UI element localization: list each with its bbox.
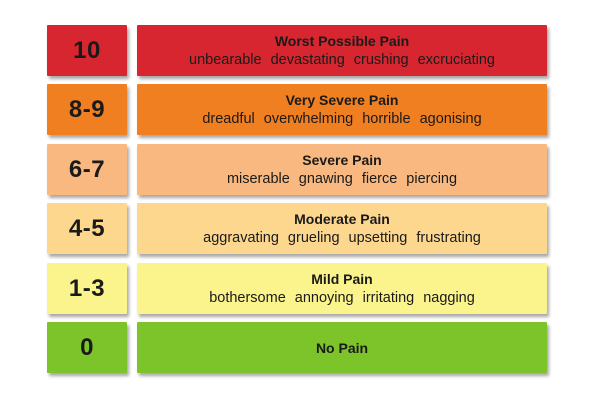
descriptor: crushing: [353, 51, 409, 68]
score-label: 8-9: [68, 95, 106, 123]
description-cell: Mild Pain bothersome annoying irritating…: [137, 263, 547, 314]
descriptor: piercing: [406, 170, 458, 187]
descriptor-list: unbearable devastating crushing excrucia…: [189, 50, 495, 70]
description-cell: Worst Possible Pain unbearable devastati…: [137, 25, 547, 76]
pain-level-row: 10 Worst Possible Pain unbearable devast…: [0, 25, 600, 76]
description-cell: Moderate Pain aggravating grueling upset…: [137, 203, 547, 254]
level-title: Very Severe Pain: [285, 91, 399, 108]
descriptor-list: miserable gnawing fierce piercing: [227, 169, 457, 189]
descriptor: overwhelming: [263, 110, 354, 127]
level-title: Worst Possible Pain: [274, 32, 410, 49]
level-title: Severe Pain: [302, 151, 382, 168]
descriptor: nagging: [423, 289, 475, 306]
descriptor: horrible: [362, 110, 411, 127]
description-cell: Very Severe Pain dreadful overwhelming h…: [137, 84, 547, 135]
level-title: No Pain: [315, 339, 369, 356]
score-cell: 4-5: [47, 203, 127, 254]
descriptor: aggravating: [203, 229, 279, 246]
descriptor-list: aggravating grueling upsetting frustrati…: [203, 228, 481, 248]
pain-level-row: 6-7 Severe Pain miserable gnawing fierce…: [0, 144, 600, 195]
score-cell: 1-3: [47, 263, 127, 314]
descriptor: grueling: [287, 229, 340, 246]
descriptor: irritating: [362, 289, 415, 306]
descriptor: miserable: [226, 170, 290, 187]
score-cell: 6-7: [47, 144, 127, 195]
score-label: 4-5: [68, 214, 106, 242]
level-title: Mild Pain: [311, 270, 373, 287]
descriptor: fierce: [361, 170, 398, 187]
score-label: 0: [80, 333, 94, 361]
descriptor: bothersome: [209, 289, 286, 306]
descriptor-list: dreadful overwhelming horrible agonising: [202, 109, 481, 129]
score-label: 10: [73, 36, 101, 64]
pain-level-row: 8-9 Very Severe Pain dreadful overwhelmi…: [0, 84, 600, 135]
description-cell: Severe Pain miserable gnawing fierce pie…: [137, 144, 547, 195]
pain-level-row: 1-3 Mild Pain bothersome annoying irrita…: [0, 263, 600, 314]
description-cell: No Pain: [137, 322, 547, 373]
descriptor: upsetting: [348, 229, 408, 246]
score-cell: 10: [47, 25, 127, 76]
score-label: 6-7: [68, 155, 106, 183]
pain-level-row: 0 No Pain: [0, 322, 600, 373]
score-label: 1-3: [68, 274, 106, 302]
descriptor: unbearable: [189, 51, 262, 68]
descriptor: excruciating: [417, 51, 495, 68]
score-cell: 0: [47, 322, 127, 373]
descriptor-list: bothersome annoying irritating nagging: [209, 288, 475, 308]
descriptor: gnawing: [298, 170, 353, 187]
score-cell: 8-9: [47, 84, 127, 135]
descriptor: frustrating: [416, 229, 481, 246]
pain-level-row: 4-5 Moderate Pain aggravating grueling u…: [0, 203, 600, 254]
level-title: Moderate Pain: [294, 210, 390, 227]
descriptor: devastating: [270, 51, 345, 68]
descriptor: annoying: [294, 289, 354, 306]
descriptor: dreadful: [202, 110, 255, 127]
descriptor: agonising: [419, 110, 482, 127]
